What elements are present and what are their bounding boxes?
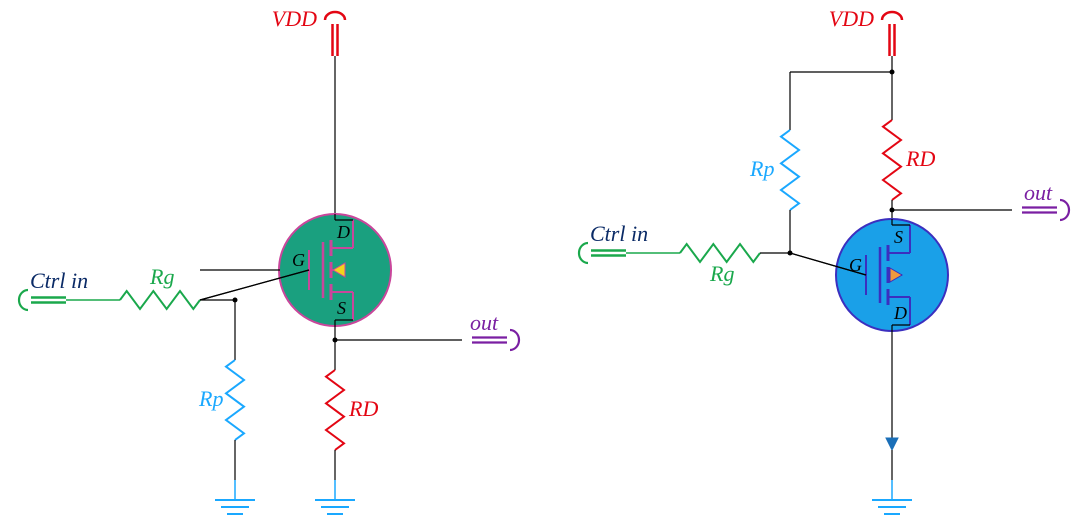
svg-text:S: S	[337, 298, 346, 318]
svg-text:G: G	[292, 250, 305, 270]
svg-text:D: D	[336, 222, 350, 242]
svg-text:S: S	[894, 227, 903, 247]
ctrl-in-label-right: Ctrl in	[590, 221, 648, 246]
out-label-right: out	[1024, 180, 1053, 205]
out-label: out	[470, 310, 499, 335]
mosfet	[279, 214, 391, 326]
rp-label-right: Rp	[749, 156, 774, 181]
vdd-label: VDD	[829, 6, 874, 31]
rp-label: Rp	[198, 386, 223, 411]
rg-label-right: Rg	[709, 261, 734, 286]
ctrl-in-label: Ctrl in	[30, 268, 88, 293]
rd-label: RD	[348, 396, 378, 421]
rd-label-right: RD	[905, 146, 935, 171]
rg-label: Rg	[149, 264, 174, 289]
mosfet	[836, 219, 948, 331]
vdd-label: VDD	[272, 6, 317, 31]
svg-text:D: D	[893, 303, 907, 323]
